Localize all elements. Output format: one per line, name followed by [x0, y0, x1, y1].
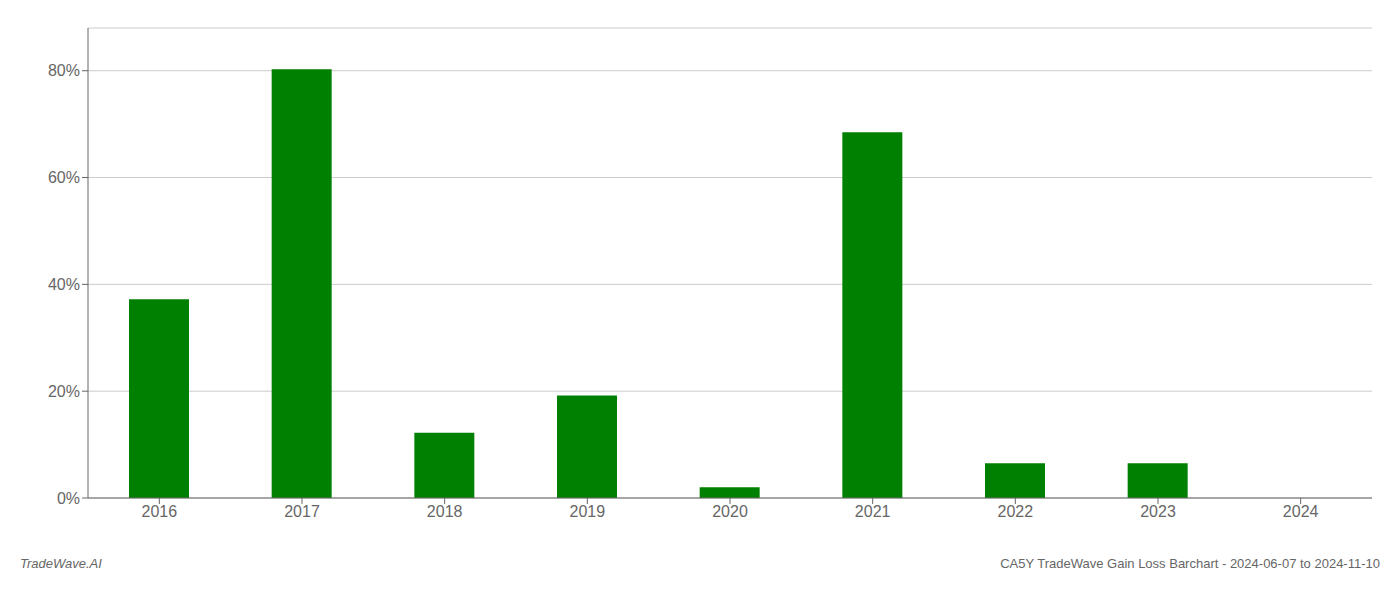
svg-text:60%: 60% — [48, 169, 80, 186]
svg-text:2022: 2022 — [998, 503, 1034, 520]
svg-text:2019: 2019 — [570, 503, 606, 520]
svg-text:2021: 2021 — [855, 503, 891, 520]
html-text:TradeWave.AI: TradeWave.AI — [20, 556, 102, 571]
svg-text:80%: 80% — [48, 62, 80, 79]
svg-text:2017: 2017 — [284, 503, 320, 520]
svg-text:2020: 2020 — [712, 503, 748, 520]
svg-text:20%: 20% — [48, 383, 80, 400]
svg-text:40%: 40% — [48, 276, 80, 293]
svg-text:0%: 0% — [57, 490, 80, 507]
svg-text:2023: 2023 — [1140, 503, 1176, 520]
html-text:CA5Y TradeWave Gain Loss Barch: CA5Y TradeWave Gain Loss Barchart - 2024… — [1000, 556, 1380, 571]
svg-text:2016: 2016 — [142, 503, 178, 520]
svg-text:2024: 2024 — [1283, 503, 1319, 520]
svg-text:2018: 2018 — [427, 503, 463, 520]
